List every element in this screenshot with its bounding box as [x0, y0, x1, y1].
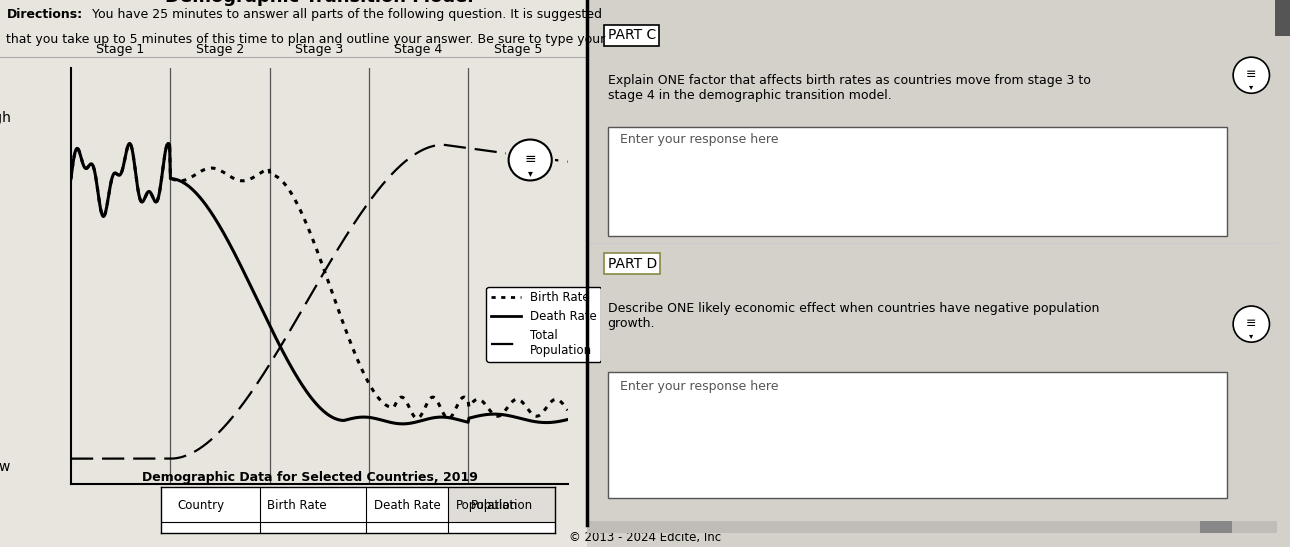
Text: ≡: ≡	[1246, 68, 1256, 81]
Text: Stage 2: Stage 2	[196, 43, 244, 56]
Text: Enter your response here: Enter your response here	[620, 133, 779, 147]
Text: Stage 4: Stage 4	[395, 43, 442, 56]
Text: © 2013 - 2024 Edcite, Inc: © 2013 - 2024 Edcite, Inc	[569, 531, 721, 544]
Text: You have 25 minutes to answer all parts of the following question. It is suggest: You have 25 minutes to answer all parts …	[88, 8, 601, 21]
Text: ▾: ▾	[528, 168, 533, 178]
Text: Directions:: Directions:	[6, 8, 83, 21]
FancyBboxPatch shape	[608, 127, 1227, 236]
Text: ▾: ▾	[1249, 331, 1254, 340]
Text: PART D: PART D	[608, 257, 657, 271]
Text: Demographic Transition Model: Demographic Transition Model	[165, 0, 473, 6]
Text: ≡: ≡	[524, 152, 537, 166]
Circle shape	[1233, 306, 1269, 342]
Bar	[449, 487, 555, 522]
Text: Stage 1: Stage 1	[97, 43, 144, 56]
Text: Population: Population	[471, 499, 533, 512]
Text: Enter your response here: Enter your response here	[620, 380, 779, 393]
Text: Stage 3: Stage 3	[295, 43, 343, 56]
Text: Birth Rate: Birth Rate	[267, 499, 328, 512]
Text: Low: Low	[0, 461, 12, 474]
Text: Demographic Data for Selected Countries, 2019: Demographic Data for Selected Countries,…	[142, 471, 477, 484]
Text: Country: Country	[177, 499, 224, 512]
Text: Time: Time	[302, 509, 337, 523]
Text: Explain ONE factor that affects birth rates as countries move from stage 3 to
st: Explain ONE factor that affects birth ra…	[608, 74, 1090, 102]
FancyBboxPatch shape	[608, 373, 1227, 498]
Legend: Birth Rate, Death Rate, Total
Population: Birth Rate, Death Rate, Total Population	[486, 287, 601, 362]
Text: PART C: PART C	[608, 28, 655, 43]
Text: Population: Population	[457, 499, 519, 512]
Text: ≡: ≡	[1246, 317, 1256, 330]
Text: Describe ONE likely economic effect when countries have negative population
grow: Describe ONE likely economic effect when…	[608, 302, 1099, 330]
Text: Death Rate: Death Rate	[374, 499, 440, 512]
Circle shape	[508, 139, 552, 181]
Text: ▾: ▾	[1249, 82, 1254, 91]
Text: High: High	[0, 111, 12, 125]
Text: that you take up to 5 minutes of this time to plan and outline your answer. Be s: that you take up to 5 minutes of this ti…	[6, 33, 606, 46]
Circle shape	[1233, 57, 1269, 94]
Text: Stage 5: Stage 5	[494, 43, 542, 56]
